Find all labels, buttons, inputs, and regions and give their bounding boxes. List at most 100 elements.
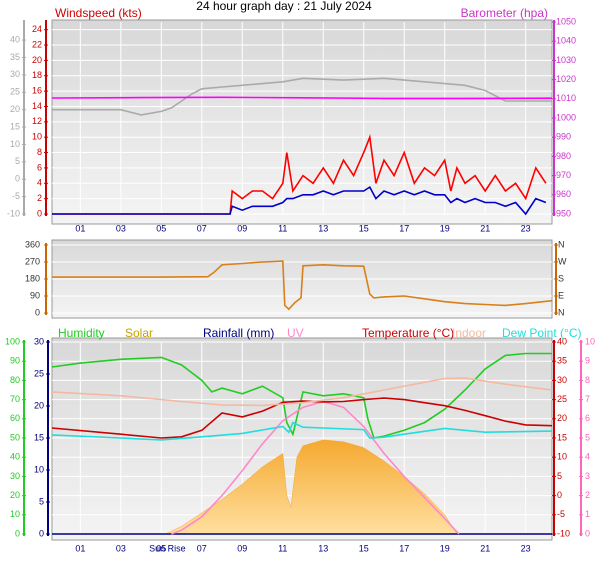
y-tick-label: 20 (32, 55, 42, 65)
y-tick-label: 40 (557, 336, 567, 346)
y-tick-label: S (558, 273, 564, 283)
y-tick-label: -10 (7, 208, 20, 218)
y-tick-label: 14 (32, 101, 42, 111)
y-tick-label: 2 (37, 193, 42, 203)
line (51, 377, 553, 407)
y-tick-label: 0 (35, 307, 40, 317)
y-tick-label: W (558, 256, 567, 266)
x-tick-label: 23 (521, 223, 531, 233)
y-tick-label: 10 (10, 139, 20, 149)
y-tick-label: 1040 (556, 36, 576, 46)
x-tick-label: 19 (440, 223, 450, 233)
y-tick-label: N (558, 307, 565, 317)
y-tick-label: 30 (557, 375, 567, 385)
chart-title: 24 hour graph day : 21 July 2024 (196, 0, 372, 13)
y-tick-label: 9 (585, 356, 590, 366)
x-tick-label: 23 (521, 543, 531, 553)
y-tick-label: 8 (585, 375, 590, 385)
x-tick-label: 13 (318, 223, 328, 233)
line (52, 77, 552, 116)
y-tick-label: 1020 (556, 74, 576, 84)
y-tick-label: 0 (557, 490, 562, 500)
y-tick-label: 970 (556, 170, 571, 180)
legend-entry: Dew Point (°C) (502, 326, 581, 340)
x-tick-label: 01 (75, 223, 85, 233)
y-tick-label: 10 (32, 132, 42, 142)
y-tick-label: 22 (32, 39, 42, 49)
legend-entry: Temperature (°C) (362, 326, 454, 340)
y-tick-label: 80 (10, 375, 20, 385)
y-tick-label: 1050 (556, 16, 576, 26)
x-tick-label: 17 (399, 543, 409, 553)
x-tick-label: 01 (75, 543, 85, 553)
line (52, 134, 547, 215)
y-tick-label: 2 (585, 490, 590, 500)
x-tick-label: 03 (116, 543, 126, 553)
legend-entry: Solar (125, 326, 153, 340)
y-tick-label: 5 (585, 432, 590, 442)
x-tick-label: 09 (237, 223, 247, 233)
y-tick-label: 990 (556, 132, 571, 142)
x-tick-label: 21 (480, 543, 490, 553)
y-tick-label: -5 (12, 191, 20, 201)
y-tick-label: 35 (557, 356, 567, 366)
y-tick-label: 25 (10, 87, 20, 97)
y-tick-label: 70 (10, 394, 20, 404)
y-tick-label: -5 (557, 509, 565, 519)
y-tick-label: 10 (34, 464, 44, 474)
y-tick-label: 20 (557, 413, 567, 423)
line (51, 421, 553, 441)
y-tick-label: 180 (25, 273, 40, 283)
x-tick-label: 09 (237, 543, 247, 553)
x-tick-label: 19 (440, 543, 450, 553)
y-tick-label: 0 (15, 174, 20, 184)
y-tick-label: 18 (32, 70, 42, 80)
y-tick-label: 20 (10, 104, 20, 114)
line (171, 400, 460, 535)
y-tick-label: 5 (15, 156, 20, 166)
y-tick-label: 980 (556, 151, 571, 161)
y-tick-label: 15 (557, 432, 567, 442)
x-tick-label: 11 (278, 223, 287, 233)
y-tick-label: E (558, 290, 564, 300)
y-tick-label: 1030 (556, 55, 576, 65)
y-tick-label: 25 (34, 368, 44, 378)
y-tick-label: 4 (37, 178, 42, 188)
line (51, 352, 552, 439)
axis-title: Windspeed (kts) (55, 6, 142, 20)
y-tick-label: 3 (585, 471, 590, 481)
y-tick-label: 5 (557, 471, 562, 481)
y-tick-label: 8 (37, 147, 42, 157)
y-tick-label: 0 (15, 528, 20, 538)
y-tick-label: 10 (585, 336, 595, 346)
y-tick-label: 100 (5, 336, 20, 346)
line (52, 260, 553, 311)
x-tick-label: 05 (156, 223, 166, 233)
y-tick-label: 90 (30, 290, 40, 300)
y-tick-label: 90 (10, 356, 20, 366)
y-tick-label: 40 (10, 452, 20, 462)
x-tick-label: 15 (359, 543, 369, 553)
y-tick-label: 1 (585, 509, 590, 519)
y-tick-label: -10 (557, 528, 570, 538)
legend-entry: Humidity (58, 326, 105, 340)
y-tick-label: 950 (556, 208, 571, 218)
y-tick-label: 270 (25, 256, 40, 266)
y-tick-label: 30 (10, 471, 20, 481)
x-tick-label: 11 (278, 543, 287, 553)
x-tick-label: 13 (318, 543, 328, 553)
y-tick-label: 6 (585, 413, 590, 423)
axis-title: Barometer (hpa) (461, 6, 548, 20)
y-tick-label: 16 (32, 85, 42, 95)
line (51, 397, 553, 439)
y-tick-label: 40 (10, 34, 20, 44)
y-tick-label: 960 (556, 189, 571, 199)
y-tick-label: 1000 (556, 112, 576, 122)
x-tick-label: 15 (359, 223, 369, 233)
x-tick-label: 07 (197, 543, 207, 553)
y-tick-label: 0 (37, 208, 42, 218)
x-tick-label: 17 (399, 223, 409, 233)
y-tick-label: 5 (39, 496, 44, 506)
y-tick-label: 360 (25, 239, 40, 249)
